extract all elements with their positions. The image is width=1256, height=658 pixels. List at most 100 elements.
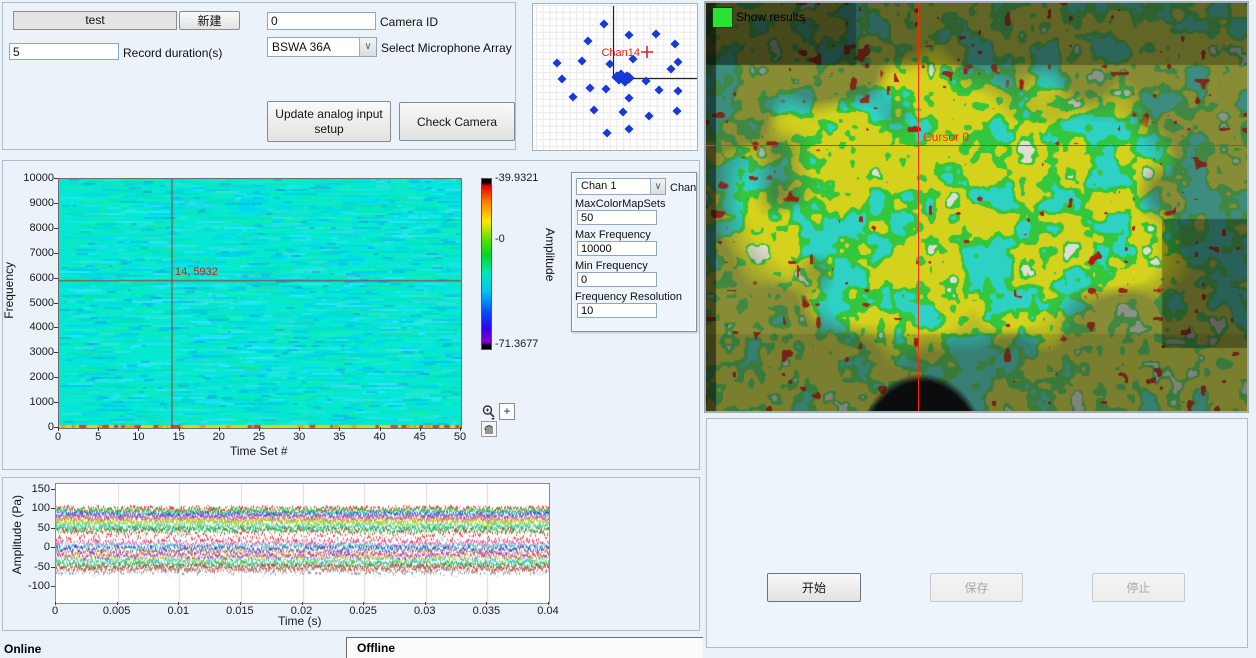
tick-mark xyxy=(54,303,58,304)
tick-label: 6000 xyxy=(14,272,54,284)
tick-mark xyxy=(420,427,421,431)
pan-tool-icon[interactable] xyxy=(481,421,497,437)
tick-mark xyxy=(51,528,55,529)
tick-label: 0 xyxy=(14,541,50,553)
svg-text:Chan14: Chan14 xyxy=(601,47,640,59)
tick-mark xyxy=(299,427,300,431)
tick-mark xyxy=(460,427,461,431)
camera-id-label: Camera ID xyxy=(380,15,438,29)
update-button-line2: setup xyxy=(314,122,343,137)
tick-mark xyxy=(54,253,58,254)
tick-mark xyxy=(58,427,59,431)
channel-selected-value: Chan 1 xyxy=(581,180,616,192)
tick-mark xyxy=(54,327,58,328)
save-button[interactable]: 保存 xyxy=(930,573,1023,602)
max-frequency-label: Max Frequency xyxy=(575,229,651,241)
chevron-down-icon[interactable]: ∨ xyxy=(650,179,665,194)
spectrogram-plot[interactable] xyxy=(58,178,462,429)
colorbar-min-label: -71.3677 xyxy=(495,338,538,350)
tick-label: 0.025 xyxy=(343,605,383,617)
tick-label: -100 xyxy=(14,580,50,592)
show-results-checkbox[interactable] xyxy=(712,7,733,28)
camera-id-input[interactable] xyxy=(267,12,376,30)
update-button-line1: Update analog input xyxy=(275,107,382,122)
tick-label: 0.015 xyxy=(220,605,260,617)
offline-indicator: Offline xyxy=(346,637,703,658)
tick-label: -50 xyxy=(14,561,50,573)
mic-array-label: Select Microphone Array xyxy=(381,41,512,55)
tick-label: 9000 xyxy=(14,197,54,209)
channel-select[interactable]: Chan 1 ∨ xyxy=(576,178,666,195)
tick-mark xyxy=(425,602,426,605)
tick-mark xyxy=(219,427,220,431)
update-analog-input-button[interactable]: Update analog inputsetup xyxy=(267,101,391,142)
tick-mark xyxy=(54,228,58,229)
spectrogram-cursor-label: 14, 5932 xyxy=(175,266,218,278)
tick-mark xyxy=(54,377,58,378)
control-panel xyxy=(706,418,1248,648)
tick-mark xyxy=(51,508,55,509)
record-duration-input[interactable] xyxy=(9,43,119,60)
image-cursor-hline[interactable] xyxy=(706,145,1247,146)
maxcolormapsets-label: MaxColorMapSets xyxy=(575,198,665,210)
tick-label: 35 xyxy=(322,431,356,443)
tick-mark xyxy=(117,602,118,605)
tick-mark xyxy=(51,586,55,587)
tick-label: 0 xyxy=(35,605,75,617)
frequency-resolution-input[interactable] xyxy=(577,303,657,318)
acoustic-image-canvas[interactable] xyxy=(706,3,1247,411)
tick-mark xyxy=(54,278,58,279)
tick-label: 3000 xyxy=(14,346,54,358)
min-frequency-input[interactable] xyxy=(577,272,657,287)
camera-view[interactable]: Cursor 0 Show results xyxy=(704,1,1249,413)
tick-label: 0.035 xyxy=(466,605,506,617)
mic-array-plot[interactable]: Chan14 xyxy=(532,3,698,151)
tick-mark xyxy=(98,427,99,431)
start-button[interactable]: 开始 xyxy=(767,573,861,602)
tick-label: 5 xyxy=(81,431,115,443)
zoom-tool-icon[interactable] xyxy=(481,404,497,420)
tick-label: 10 xyxy=(121,431,155,443)
tick-label: 8000 xyxy=(14,222,54,234)
tick-mark xyxy=(54,178,58,179)
chevron-down-icon[interactable]: ∨ xyxy=(359,38,376,56)
online-status: Online xyxy=(4,642,41,656)
tick-label: 150 xyxy=(14,483,50,495)
tick-mark xyxy=(138,427,139,431)
tick-label: 5000 xyxy=(14,297,54,309)
stop-button[interactable]: 停止 xyxy=(1092,573,1185,602)
tick-mark xyxy=(259,427,260,431)
tick-label: 0.01 xyxy=(158,605,198,617)
tick-label: 4000 xyxy=(14,321,54,333)
min-frequency-label: Min Frequency xyxy=(575,260,648,272)
tick-mark xyxy=(51,489,55,490)
waveform-plot[interactable] xyxy=(55,483,550,604)
spectrogram-x-axis-label: Time Set # xyxy=(230,444,288,458)
tick-label: 30 xyxy=(282,431,316,443)
new-button[interactable]: 新建 xyxy=(179,11,240,30)
tick-label: 2000 xyxy=(14,371,54,383)
tick-mark xyxy=(178,602,179,605)
colorbar-title: Amplitude xyxy=(543,228,557,281)
tick-label: 50 xyxy=(443,431,477,443)
check-camera-button[interactable]: Check Camera xyxy=(399,102,515,141)
tick-label: 0.04 xyxy=(528,605,568,617)
offline-status-text: Offline xyxy=(357,641,395,655)
tick-label: 100 xyxy=(14,502,50,514)
max-frequency-input[interactable] xyxy=(577,241,657,256)
tick-mark xyxy=(240,602,241,605)
mic-array-select[interactable]: BSWA 36A ∨ xyxy=(267,37,377,57)
tick-mark xyxy=(302,602,303,605)
tick-mark xyxy=(54,352,58,353)
tick-label: 45 xyxy=(403,431,437,443)
config-panel: test 新建 Record duration(s) Camera ID BSW… xyxy=(2,2,516,150)
test-name-field[interactable]: test xyxy=(13,11,177,30)
tick-label: 0.03 xyxy=(405,605,445,617)
image-cursor-vline[interactable] xyxy=(918,3,919,411)
spectrogram-y-axis-label: Frequency xyxy=(2,262,16,319)
cursor-tool-icon[interactable]: + xyxy=(499,403,515,420)
tick-label: 15 xyxy=(162,431,196,443)
colorbar xyxy=(481,178,492,350)
tick-label: 7000 xyxy=(14,247,54,259)
maxcolormapsets-input[interactable] xyxy=(577,210,657,225)
